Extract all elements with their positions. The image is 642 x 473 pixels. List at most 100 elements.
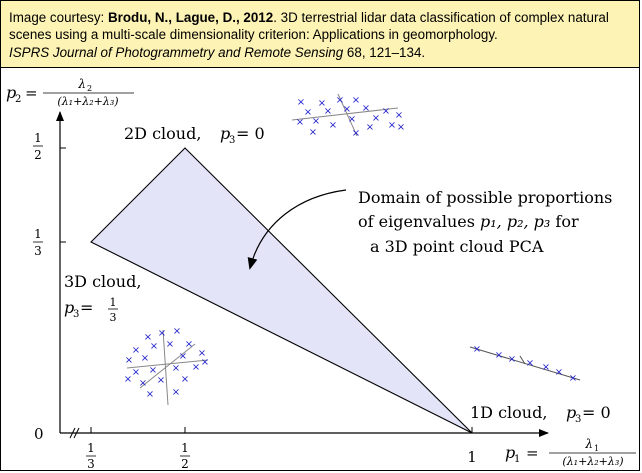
x-tick-half: 1 2 (180, 441, 190, 471)
svg-text:×: × (366, 122, 374, 133)
domain-annotation: Domain of possible proportions of eigenv… (358, 188, 612, 256)
svg-text:×: × (146, 389, 154, 400)
svg-text:×: × (125, 355, 133, 366)
svg-text:λ: λ (584, 437, 593, 451)
domain-region (90, 147, 473, 434)
svg-text:×: × (352, 128, 360, 139)
svg-text:×: × (526, 358, 534, 369)
svg-text:3: 3 (110, 311, 117, 324)
svg-text:×: × (372, 113, 380, 124)
svg-text:×: × (124, 374, 132, 385)
svg-text:×: × (324, 106, 332, 117)
svg-text:1: 1 (594, 444, 599, 453)
y-origin-label: 0 (34, 425, 44, 443)
caption-volume: 68, 121–134. (343, 44, 426, 60)
svg-text:×: × (139, 378, 147, 389)
svg-text:×: × (185, 339, 193, 350)
svg-text:×: × (569, 373, 577, 384)
label-2d-cloud: 2D cloud, p 3 = 0 (124, 124, 265, 146)
svg-text:3: 3 (87, 457, 95, 471)
svg-text:of eigenvalues p₁, p₂, p₃ for: of eigenvalues p₁, p₂, p₃ for (358, 212, 579, 231)
svg-text:×: × (312, 116, 320, 127)
svg-text:×: × (172, 387, 180, 398)
svg-text:Domain of possible proportions: Domain of possible proportions (358, 188, 612, 207)
svg-text:3: 3 (73, 309, 79, 320)
svg-text:2: 2 (15, 94, 21, 105)
svg-text:×: × (149, 365, 157, 376)
label-3d-cloud: 3D cloud, p 3 = 1 3 (64, 272, 141, 324)
svg-text:= 0: = 0 (236, 124, 265, 143)
y-tick-half: 1 2 (33, 131, 43, 162)
svg-text:×: × (352, 95, 360, 106)
svg-text:3: 3 (229, 135, 235, 146)
image-credit-caption: Image courtesy: Brodu, N., Lague, D., 20… (1, 1, 639, 68)
svg-text:×: × (495, 350, 503, 361)
svg-text:×: × (132, 367, 140, 378)
svg-text:3: 3 (575, 414, 581, 425)
svg-text:×: × (144, 332, 152, 343)
point-cloud-1d: × × × × × × × (469, 344, 581, 384)
svg-text:1: 1 (514, 454, 520, 465)
svg-text:1: 1 (87, 441, 95, 455)
svg-text:p: p (566, 403, 576, 422)
svg-text:×: × (388, 120, 396, 131)
svg-text:×: × (336, 95, 344, 106)
svg-text:1: 1 (110, 296, 117, 309)
svg-text:2: 2 (87, 84, 92, 93)
point-cloud-2d: × × × × × × × × × × × × ×× ×× × × × × (291, 93, 405, 139)
svg-text:3D cloud,: 3D cloud, (64, 272, 141, 291)
x-tick-third: 1 3 (86, 441, 96, 471)
svg-text:×: × (508, 354, 516, 365)
svg-text:(λ₁+λ₂+λ₃): (λ₁+λ₂+λ₃) (562, 455, 623, 468)
cross-marker-icon: × × × × × × × × × × × × ×× ×× × × × × (296, 95, 405, 139)
svg-text:2D cloud,: 2D cloud, (124, 124, 201, 143)
svg-text:(λ₁+λ₂+λ₃): (λ₁+λ₂+λ₃) (57, 95, 118, 108)
svg-text:×: × (173, 326, 181, 337)
y-axis-label: p 2 = λ 2 (λ₁+λ₂+λ₃) (6, 77, 134, 108)
svg-text:×: × (309, 127, 317, 138)
svg-text:×: × (179, 351, 187, 362)
svg-text:×: × (397, 122, 405, 133)
svg-text:×: × (329, 120, 337, 131)
svg-text:=: = (80, 298, 93, 317)
svg-text:×: × (141, 353, 149, 364)
svg-text:×: × (318, 98, 326, 109)
caption-prefix: Image courtesy: (9, 10, 108, 25)
svg-text:3: 3 (34, 244, 42, 258)
point-cloud-3d: × × ×× × × ×× × × ×× × × ×× × × × × ×× (124, 326, 209, 406)
svg-text:λ: λ (77, 77, 86, 91)
caption-authors: Brodu, N., Lague, D., 2012 (108, 10, 274, 25)
svg-text:p: p (64, 298, 74, 317)
svg-text:×: × (382, 106, 390, 117)
svg-text:×: × (296, 117, 304, 128)
svg-text:p: p (6, 83, 16, 102)
axis-ticks (60, 147, 473, 433)
svg-text:×: × (362, 103, 370, 114)
svg-text:a 3D point cloud PCA: a 3D point cloud PCA (370, 237, 544, 256)
y-tick-third: 1 3 (33, 227, 43, 258)
svg-text:= 0: = 0 (582, 403, 611, 422)
svg-text:×: × (192, 362, 200, 373)
svg-text:×: × (297, 97, 305, 108)
svg-text:×: × (181, 374, 189, 385)
svg-text:p: p (220, 124, 230, 143)
svg-text:2: 2 (181, 457, 189, 471)
svg-text:×: × (132, 345, 140, 356)
svg-text:1: 1 (34, 227, 42, 241)
svg-text:×: × (473, 344, 481, 355)
curved-arrow-icon (247, 189, 347, 270)
svg-text:×: × (304, 107, 312, 118)
x-one-label: 1 (467, 448, 477, 466)
svg-text:×: × (157, 375, 165, 386)
svg-text:p: p (505, 443, 515, 462)
svg-text:×: × (395, 110, 403, 121)
x-axis-break (69, 427, 80, 439)
svg-text:1D cloud,: 1D cloud, (470, 403, 547, 422)
caption-journal: ISPRS Journal of Photogrammetry and Remo… (9, 44, 344, 60)
svg-text:×: × (542, 362, 550, 373)
svg-text:×: × (343, 104, 351, 115)
cross-marker-icon: × × × × × × × (473, 344, 577, 384)
caption-title: . 3D terrestrial lidar data classificati… (9, 10, 609, 43)
